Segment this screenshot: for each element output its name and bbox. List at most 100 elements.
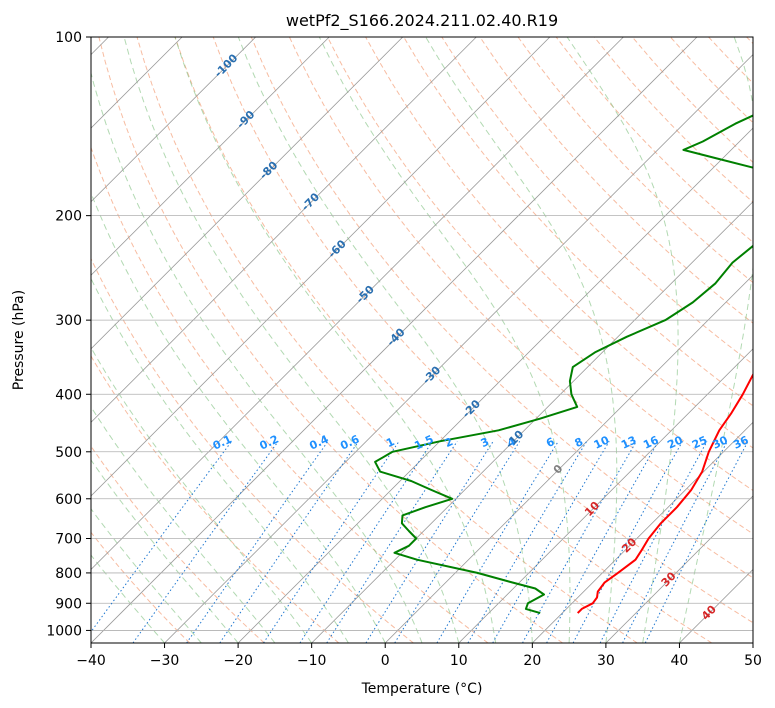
mixing-ratio-label: 13 (619, 434, 638, 452)
isotherm-line (384, 274, 753, 643)
mixing-ratio-label: 36 (731, 433, 751, 451)
dry-adiabat-line (670, 37, 753, 124)
mixing-ratio-label: 3 (479, 435, 491, 450)
mixing-ratio-line (299, 441, 434, 643)
y-axis-label: Pressure (hPa) (11, 290, 27, 390)
moist-adiabat-line (91, 406, 276, 643)
dry-adiabat-line (708, 37, 753, 84)
isotherm-line (91, 37, 551, 497)
dry-adiabat-line (517, 37, 753, 284)
mixing-ratio-label: 1.5 (412, 433, 435, 453)
isotherm-label: -50 (354, 283, 377, 306)
isotherm-label: -80 (257, 158, 280, 181)
moist-adiabat-line (91, 71, 423, 643)
x-tick-label: −10 (297, 653, 327, 669)
mixing-ratio-label: 8 (573, 435, 585, 450)
x-axis-label: Temperature (°C) (361, 681, 483, 697)
dry-adiabats (91, 37, 753, 643)
moist-adiabat-line (91, 507, 202, 643)
isotherm-label: 0 (551, 462, 566, 477)
x-tick-label: −40 (76, 653, 106, 669)
y-tick-label: 600 (55, 492, 82, 508)
moist-adiabat-line (91, 459, 239, 643)
isotherm-label: -20 (460, 397, 483, 420)
y-tick-label: 300 (55, 313, 82, 329)
isotherm-label: 10 (582, 499, 602, 519)
x-tick-label: 0 (381, 653, 390, 669)
moist-adiabat-line (91, 277, 349, 643)
mixing-ratio-line (186, 441, 329, 643)
dry-adiabat-line (441, 37, 753, 365)
dry-adiabat-line (91, 257, 414, 643)
isotherm-line (532, 421, 753, 643)
axes: −40 −30 −20 −10 0 10 20 30 40 5010020030040050060… (46, 30, 762, 669)
isotherm-line (91, 37, 477, 423)
isotherms (91, 37, 753, 643)
mixing-ratio-label: 0.4 (307, 432, 330, 452)
isotherm-label: -30 (420, 363, 443, 386)
dry-adiabat-line (91, 355, 340, 643)
dry-adiabat-line (555, 37, 753, 243)
moist-adiabat-line (123, 37, 460, 643)
moist-adiabat-line (91, 346, 313, 643)
x-tick-label: −20 (223, 653, 253, 669)
dry-adiabat-line (403, 37, 753, 407)
mixing-ratio-line (644, 441, 749, 643)
y-tick-label: 100 (55, 30, 82, 46)
dry-adiabat-line (174, 37, 713, 643)
isotherm-line (237, 127, 753, 643)
isotherm-label: -60 (326, 237, 349, 260)
plot-area: 0.1 0.2 0.4 0.6 1 1.5 2 3 4 6 8 10 13 16 20 25 30 36-100-… (91, 37, 753, 643)
moist-adiabat-line (678, 37, 753, 643)
mixing-ratio-line (467, 441, 588, 643)
moist-adiabat-line (91, 191, 386, 643)
x-tick-label: 50 (744, 653, 762, 669)
mixing-ratio-line (326, 441, 458, 643)
isotherm-label: -70 (299, 190, 322, 213)
moist-adiabat-line (566, 37, 679, 643)
mixing-ratio-line (436, 441, 559, 643)
moist-adiabats (91, 37, 753, 643)
isotherm-line (91, 37, 624, 571)
isotherm-line (164, 53, 753, 643)
dry-adiabat-line (91, 146, 489, 643)
y-tick-label: 500 (55, 445, 82, 461)
mixing-ratio-line (394, 441, 521, 643)
mixing-ratio-line (599, 441, 708, 643)
y-tick-label: 200 (55, 209, 82, 225)
dry-adiabat-line (631, 37, 753, 163)
isotherm-line (752, 642, 753, 643)
mixing-ratio-label: 30 (711, 433, 731, 451)
mixing-ratio-label: 16 (641, 433, 661, 451)
mixing-ratio-line (522, 441, 637, 643)
mixing-ratio-line (546, 441, 659, 643)
chart-title: wetPf2_S166.2024.211.02.40.R19 (286, 11, 558, 31)
mixing-ratio-line (492, 441, 610, 643)
x-tick-label: 10 (450, 653, 468, 669)
dry-adiabat-line (746, 37, 753, 45)
isotherm-line (458, 348, 753, 643)
y-tick-label: 900 (55, 596, 82, 612)
isotherm-line (311, 201, 753, 643)
moist-adiabat-line (91, 554, 165, 643)
isotherm-label: -100 (212, 51, 241, 80)
y-tick-label: 1000 (46, 623, 82, 639)
moist-adiabat-line (174, 37, 497, 643)
x-tick-label: −30 (150, 653, 180, 669)
y-tick-label: 700 (55, 532, 82, 548)
mixing-ratio-line (263, 441, 400, 643)
dry-adiabat-line (98, 37, 563, 643)
mixing-ratio-line (365, 441, 494, 643)
moist-adiabat-line (237, 37, 533, 643)
isotherm-label: -40 (384, 325, 407, 348)
dry-adiabat-line (250, 37, 753, 579)
mixing-ratio-label: 6 (544, 435, 557, 450)
isotherm-line (605, 495, 753, 643)
mixing-ratio-label: 1 (384, 435, 396, 450)
mixing-ratio-line (219, 441, 360, 643)
mixing-ratio-line (132, 441, 279, 643)
dry-adiabat-line (136, 37, 638, 643)
isotherm-label: -10 (503, 427, 526, 450)
x-tick-label: 20 (523, 653, 541, 669)
